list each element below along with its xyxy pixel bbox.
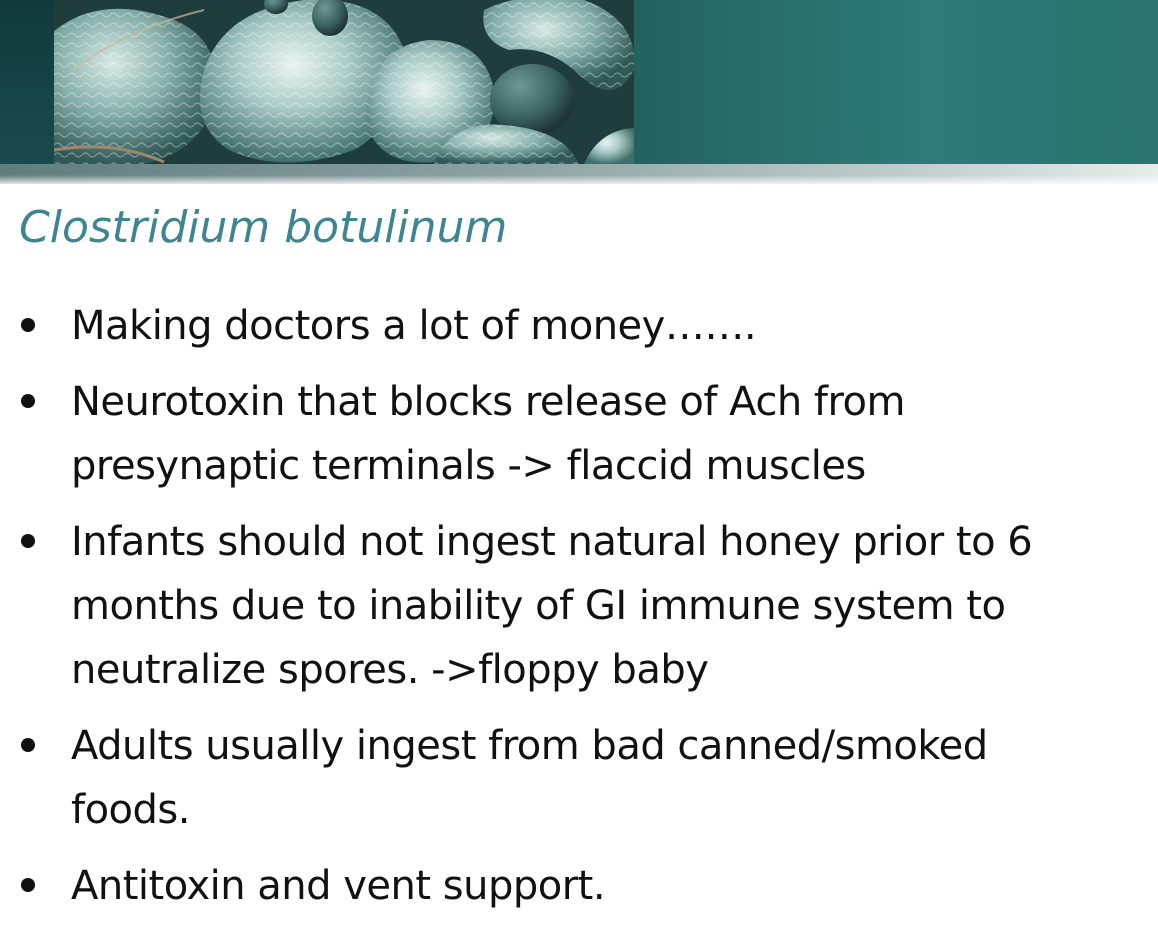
bullet-dot-icon [21, 394, 35, 408]
bullet-text-line: months due to inability of GI immune sys… [71, 583, 1006, 629]
bullet-item: Antitoxin and vent support. [0, 854, 1158, 918]
banner-left-strip [0, 0, 54, 164]
slide-title: Clostridium botulinum [19, 202, 508, 253]
banner-divider-fade [0, 175, 1158, 184]
bullet-dot-icon [21, 318, 35, 332]
micrograph-illustration [54, 0, 634, 164]
bullet-text-line: presynaptic terminals -> flaccid muscles [71, 443, 866, 489]
bullet-text-line: neutralize spores. ->floppy baby [71, 647, 709, 693]
bullet-item: Neurotoxin that blocks release of Ach fr… [0, 370, 1158, 498]
bullet-item: Making doctors a lot of money……. [0, 294, 1158, 358]
header-banner [0, 0, 1158, 164]
banner-teal-panel [634, 0, 1158, 164]
bullet-text-line: Antitoxin and vent support. [71, 863, 606, 909]
bullet-text-line: Neurotoxin that blocks release of Ach fr… [71, 379, 905, 425]
bullet-item: Adults usually ingest from bad canned/sm… [0, 714, 1158, 842]
bullet-text-line: Making doctors a lot of money……. [71, 303, 757, 349]
bacteria-micrograph-image [54, 0, 634, 164]
bullet-text-line: Adults usually ingest from bad canned/sm… [71, 723, 988, 769]
bullet-text-line: foods. [71, 787, 190, 833]
bullet-dot-icon [21, 738, 35, 752]
bullet-list: Making doctors a lot of money……. Neuroto… [0, 294, 1158, 930]
bullet-item: Infants should not ingest natural honey … [0, 510, 1158, 702]
bullet-dot-icon [21, 534, 35, 548]
bullet-text-line: Infants should not ingest natural honey … [71, 519, 1033, 565]
bullet-dot-icon [21, 878, 35, 892]
